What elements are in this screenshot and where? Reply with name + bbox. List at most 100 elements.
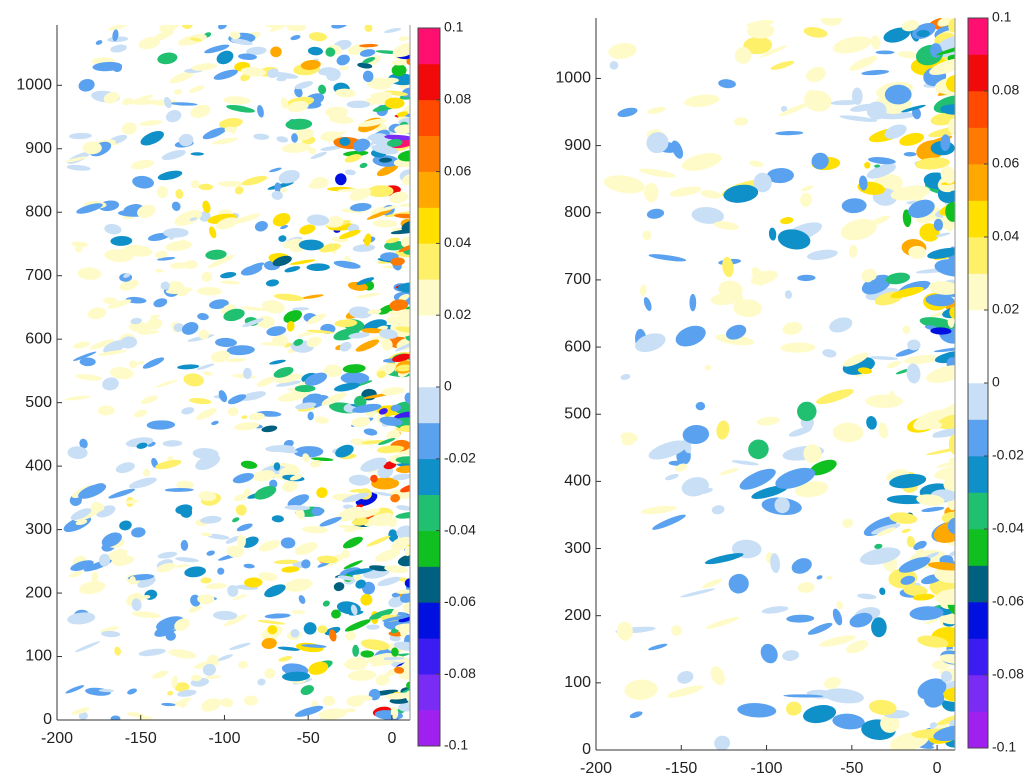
contour-patch (898, 556, 931, 573)
contour-patch (339, 137, 351, 146)
contour-patch (355, 292, 381, 299)
contour-patch (400, 236, 410, 248)
contour-patch (109, 366, 134, 380)
contour-patch (889, 512, 918, 524)
contour-patch (376, 164, 399, 177)
contour-patch (344, 656, 369, 671)
y-tick-label: 500 (564, 405, 591, 422)
contour-patch (349, 188, 372, 201)
contour-patch (788, 426, 813, 437)
contour-patch (400, 425, 410, 433)
contour-patch (339, 341, 352, 352)
contour-patch (273, 366, 294, 378)
colorbar-tick-label: 0.04 (444, 234, 471, 250)
contour-patch (389, 299, 409, 312)
contour-patch (391, 64, 407, 77)
contour-patch (269, 359, 286, 365)
contour-patch (901, 104, 926, 113)
contour-patch (684, 94, 720, 108)
contour-patch (646, 132, 669, 154)
contour-patch (753, 172, 772, 193)
contour-patch (361, 327, 384, 334)
contour-patch (695, 401, 706, 411)
contour-patch (161, 702, 176, 707)
contour-patch (396, 505, 410, 511)
contour-patch (223, 96, 251, 105)
contour-patch (260, 341, 288, 346)
contour-patch (768, 227, 777, 241)
contour-patch (366, 97, 382, 104)
contour-patch (924, 618, 939, 625)
contour-patch (242, 318, 264, 328)
contour-patch (283, 310, 302, 323)
contour-patch (351, 517, 369, 526)
contour-patch (927, 561, 955, 571)
contour-patch (806, 66, 826, 83)
contour-patch (377, 576, 401, 587)
contour-patch (836, 600, 844, 610)
contour-patch (277, 391, 306, 402)
colorbar-tick-label: -0.04 (444, 521, 476, 537)
contour-patch (146, 420, 176, 430)
contour-patch (306, 329, 334, 334)
contour-patch (945, 202, 955, 222)
contour-patch (396, 111, 408, 117)
colorbar-tick-label: 0.02 (444, 306, 471, 322)
colorbar-band (418, 171, 440, 208)
contour-patch (700, 190, 722, 199)
contour-patch (324, 106, 349, 118)
contour-patch (234, 422, 260, 431)
contour-patch (749, 160, 764, 167)
contour-patch (396, 525, 410, 539)
contour-patch (119, 279, 139, 291)
contour-patch (381, 338, 393, 351)
contour-patch (390, 229, 410, 235)
contour-patch (243, 563, 255, 569)
contour-patch (718, 79, 736, 89)
contour-patch (375, 549, 401, 562)
contour-patch (213, 610, 238, 621)
contour-patch (282, 671, 311, 682)
contour-patch (261, 300, 285, 314)
contour-patch (934, 465, 955, 480)
contour-patch (849, 612, 873, 628)
contour-patch (848, 244, 858, 258)
contour-patch (125, 296, 147, 304)
contour-patch (190, 180, 200, 189)
contour-patch (948, 403, 955, 413)
contour-patch (264, 584, 286, 598)
contour-patch (68, 570, 83, 578)
contour-patch (110, 44, 127, 53)
contour-patch (151, 29, 175, 42)
contour-patch (218, 25, 227, 30)
contour-patch (213, 69, 238, 80)
contour-patch (243, 488, 251, 498)
contour-patch (925, 365, 955, 383)
x-tick-label: -50 (297, 730, 320, 747)
colorbar-tick-label: -0.06 (444, 593, 476, 609)
contour-patch (832, 422, 864, 443)
contour-patch (384, 28, 402, 33)
contour-patch (715, 333, 755, 346)
colorbar-band (418, 315, 440, 352)
contour-patch (298, 239, 324, 251)
contour-patch (899, 132, 924, 146)
contour-patch (785, 701, 802, 716)
contour-patch (189, 37, 202, 42)
contour-patch (704, 364, 712, 371)
contour-patch (287, 101, 309, 113)
contour-patch (770, 553, 780, 573)
contour-patch (169, 71, 195, 84)
contour-patch (360, 457, 387, 472)
x-tick-label: 0 (387, 730, 396, 747)
contour-patch (652, 514, 686, 530)
contour-patch (163, 228, 189, 238)
contour-patch (386, 430, 401, 441)
contour-patch (391, 60, 407, 66)
colorbar-band (968, 91, 988, 128)
colorbar-band (968, 18, 988, 55)
contour-patch (355, 339, 380, 352)
colorbar-band (418, 602, 440, 639)
contour-patch (261, 637, 277, 649)
contour-patch (775, 467, 816, 489)
